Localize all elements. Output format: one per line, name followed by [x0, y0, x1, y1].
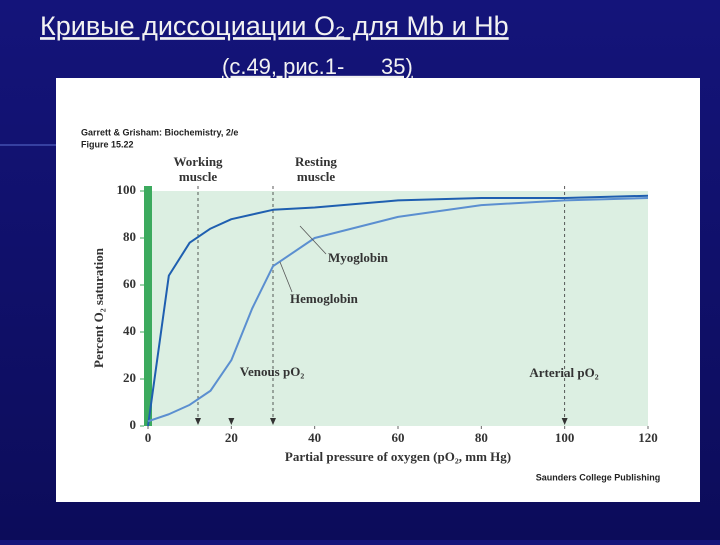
y-tick-label: 20	[123, 370, 136, 385]
y-tick-label: 40	[123, 323, 136, 338]
slide-title: Кривые диссоциации O₂ для Mb и Hb	[40, 11, 509, 41]
venous-label: Venous pO₂	[240, 364, 305, 379]
x-tick-label: 60	[392, 430, 405, 445]
x-tick-label: 20	[225, 430, 238, 445]
reference-label: Arterial pO₂	[529, 365, 598, 380]
leader-line	[299, 225, 327, 255]
reference-label: Resting muscle	[295, 154, 337, 184]
y-tick-label: 80	[123, 229, 136, 244]
arrow	[561, 418, 568, 425]
plot-area	[148, 191, 648, 426]
series-label: Myoglobin	[328, 250, 389, 265]
arrow	[228, 418, 235, 425]
slide-subtitle: (с.49, рис.1- 35)	[222, 54, 413, 79]
arrow	[195, 418, 201, 425]
source: Garrett & Grisham: Biochemistry, 2/e	[81, 127, 238, 137]
y-tick-label: 0	[130, 417, 137, 432]
x-tick-label: 40	[308, 430, 321, 445]
arrow	[270, 418, 276, 425]
series-label: Hemoglobin	[290, 291, 359, 306]
publisher: Saunders College Publishing	[536, 472, 661, 482]
x-tick-label: 100	[555, 430, 575, 445]
y-axis-bar	[144, 186, 152, 426]
curve	[147, 197, 649, 423]
x-tick-label: 0	[145, 430, 152, 445]
y-tick-label: 60	[123, 276, 136, 291]
x-tick-label: 80	[475, 430, 488, 445]
curve	[147, 194, 649, 427]
y-axis-label: Percent O₂ saturation	[91, 247, 106, 368]
leader-line	[279, 261, 293, 293]
x-tick-label: 120	[638, 430, 658, 445]
figure-number: Figure 15.22	[81, 139, 134, 149]
x-axis-label: Partial pressure of oxygen (pO₂, mm Hg)	[285, 449, 511, 464]
reference-label: Working muscle	[173, 154, 223, 184]
y-tick-label: 100	[117, 182, 137, 197]
